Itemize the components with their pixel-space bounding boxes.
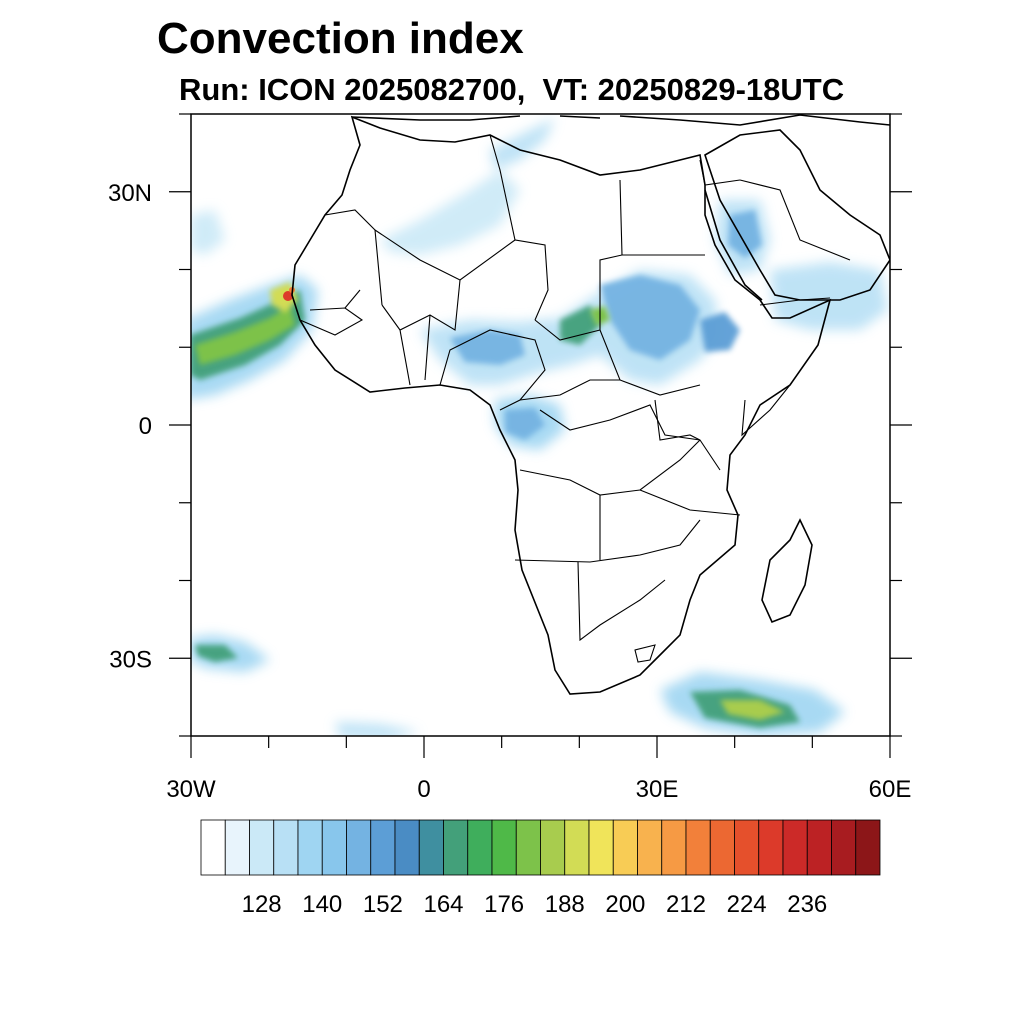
convection-area-southern-ocean [335,722,420,736]
chart-title: Convection index [157,14,524,63]
country-borders [299,134,851,663]
colorbar-swatch [321,819,347,876]
colorbar-swatch [443,819,469,876]
colorbar-swatch [782,819,808,876]
colorbar-swatch [661,819,687,876]
colorbar-swatch [249,819,275,876]
colorbar-swatch [831,819,857,876]
colorbar-swatch [855,819,881,876]
lon-tick-label: 0 [417,776,430,803]
colorbar-swatch [297,819,323,876]
colorbar-label: 176 [484,891,524,918]
colorbar-label: 212 [666,891,706,918]
colorbar-swatch [806,819,832,876]
colorbar-swatch [540,819,566,876]
axis-ticks [169,113,912,758]
madagascar-coastline [761,518,813,624]
arabia-coastline [704,129,890,301]
colorbar [200,819,881,876]
europe-coastline [351,114,890,126]
lat-tick-label: 30N [108,180,152,207]
convection-area-canary [191,210,225,255]
lon-tick-label: 30E [636,776,679,803]
chart-subtitle: Run: ICON 2025082700, VT: 20250829-18UTC [179,72,845,107]
lat-tick-label: 30S [109,646,152,673]
colorbar-swatch [224,819,250,876]
colorbar-swatch [273,819,299,876]
lat-tick-label: 0 [139,413,152,440]
convection-area-horn [770,262,888,330]
colorbar-label: 164 [423,891,463,918]
colorbar-label: 140 [302,891,342,918]
colorbar-swatch [394,819,420,876]
convection-area-med [490,118,555,170]
coastlines [291,114,890,695]
colorbar-swatch [709,819,735,876]
colorbar-swatch [515,819,541,876]
lon-tick-label: 60E [869,776,912,803]
colorbar-swatch [734,819,760,876]
colorbar-label: 236 [787,891,827,918]
africa-coastline [291,115,832,695]
axis-tick-labels: 30W 0 30E 60E 30N 0 30S [108,180,911,803]
convection-area-north [380,170,520,255]
colorbar-label: 224 [727,891,767,918]
colorbar-swatch [467,819,493,876]
colorbar-swatch [758,819,784,876]
lon-tick-label: 30W [166,776,216,803]
colorbar-label: 152 [363,891,403,918]
convection-max-spot [283,291,293,301]
colorbar-label: 200 [605,891,645,918]
colorbar-labels: 128 140 152 164 176 188 200 212 224 236 [242,891,828,918]
convection-field [191,114,890,736]
colorbar-swatch [370,819,396,876]
colorbar-swatch [637,819,663,876]
colorbar-swatch [612,819,638,876]
colorbar-swatch [564,819,590,876]
colorbar-label: 188 [545,891,585,918]
colorbar-swatch [418,819,444,876]
colorbar-label: 128 [242,891,282,918]
colorbar-swatch [588,819,614,876]
red-sea-line [704,189,763,301]
colorbar-swatch [685,819,711,876]
colorbar-swatch [491,819,517,876]
colorbar-swatch [346,819,372,876]
colorbar-swatch [200,819,226,876]
